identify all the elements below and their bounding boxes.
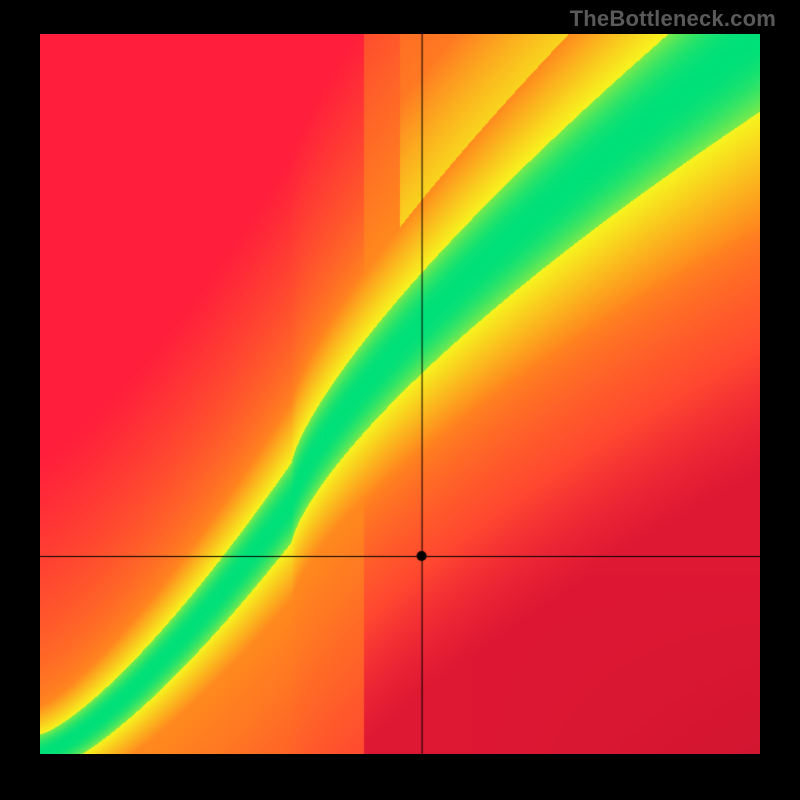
figure-root: TheBottleneck.com xyxy=(0,0,800,800)
watermark-text: TheBottleneck.com xyxy=(570,6,776,32)
heatmap-canvas xyxy=(40,34,760,754)
